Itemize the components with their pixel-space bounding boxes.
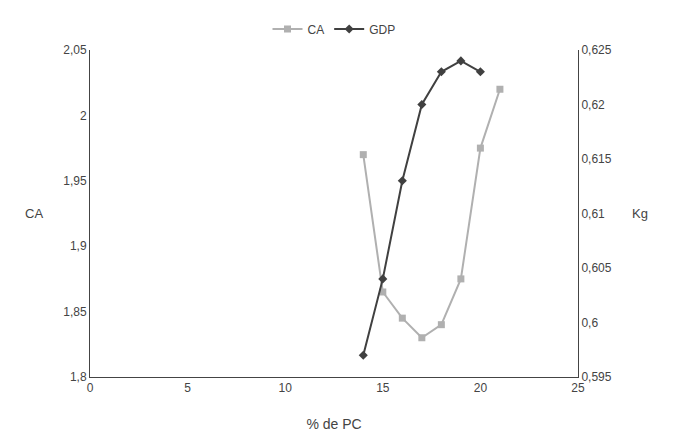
svg-text:0,615: 0,615 — [581, 152, 611, 166]
svg-text:0,595: 0,595 — [581, 370, 611, 384]
svg-text:1,8: 1,8 — [70, 370, 87, 384]
svg-text:0,62: 0,62 — [581, 98, 605, 112]
svg-text:1,9: 1,9 — [70, 239, 87, 253]
svg-text:0,625: 0,625 — [581, 43, 611, 57]
svg-text:CA: CA — [25, 206, 43, 221]
svg-text:5: 5 — [184, 381, 191, 395]
svg-text:2,05: 2,05 — [63, 43, 87, 57]
svg-text:25: 25 — [571, 381, 585, 395]
svg-text:1,85: 1,85 — [63, 305, 87, 319]
svg-text:0,605: 0,605 — [581, 261, 611, 275]
svg-text:CA: CA — [308, 23, 325, 37]
svg-text:Kg: Kg — [632, 206, 648, 221]
svg-text:15: 15 — [376, 381, 390, 395]
svg-text:2: 2 — [80, 109, 87, 123]
svg-text:1,95: 1,95 — [63, 174, 87, 188]
svg-text:% de PC: % de PC — [306, 416, 361, 432]
svg-text:20: 20 — [474, 381, 488, 395]
svg-text:0,6: 0,6 — [581, 316, 598, 330]
svg-text:GDP: GDP — [369, 23, 395, 37]
svg-text:10: 10 — [279, 381, 293, 395]
svg-text:0: 0 — [87, 381, 94, 395]
svg-text:0,61: 0,61 — [581, 207, 605, 221]
